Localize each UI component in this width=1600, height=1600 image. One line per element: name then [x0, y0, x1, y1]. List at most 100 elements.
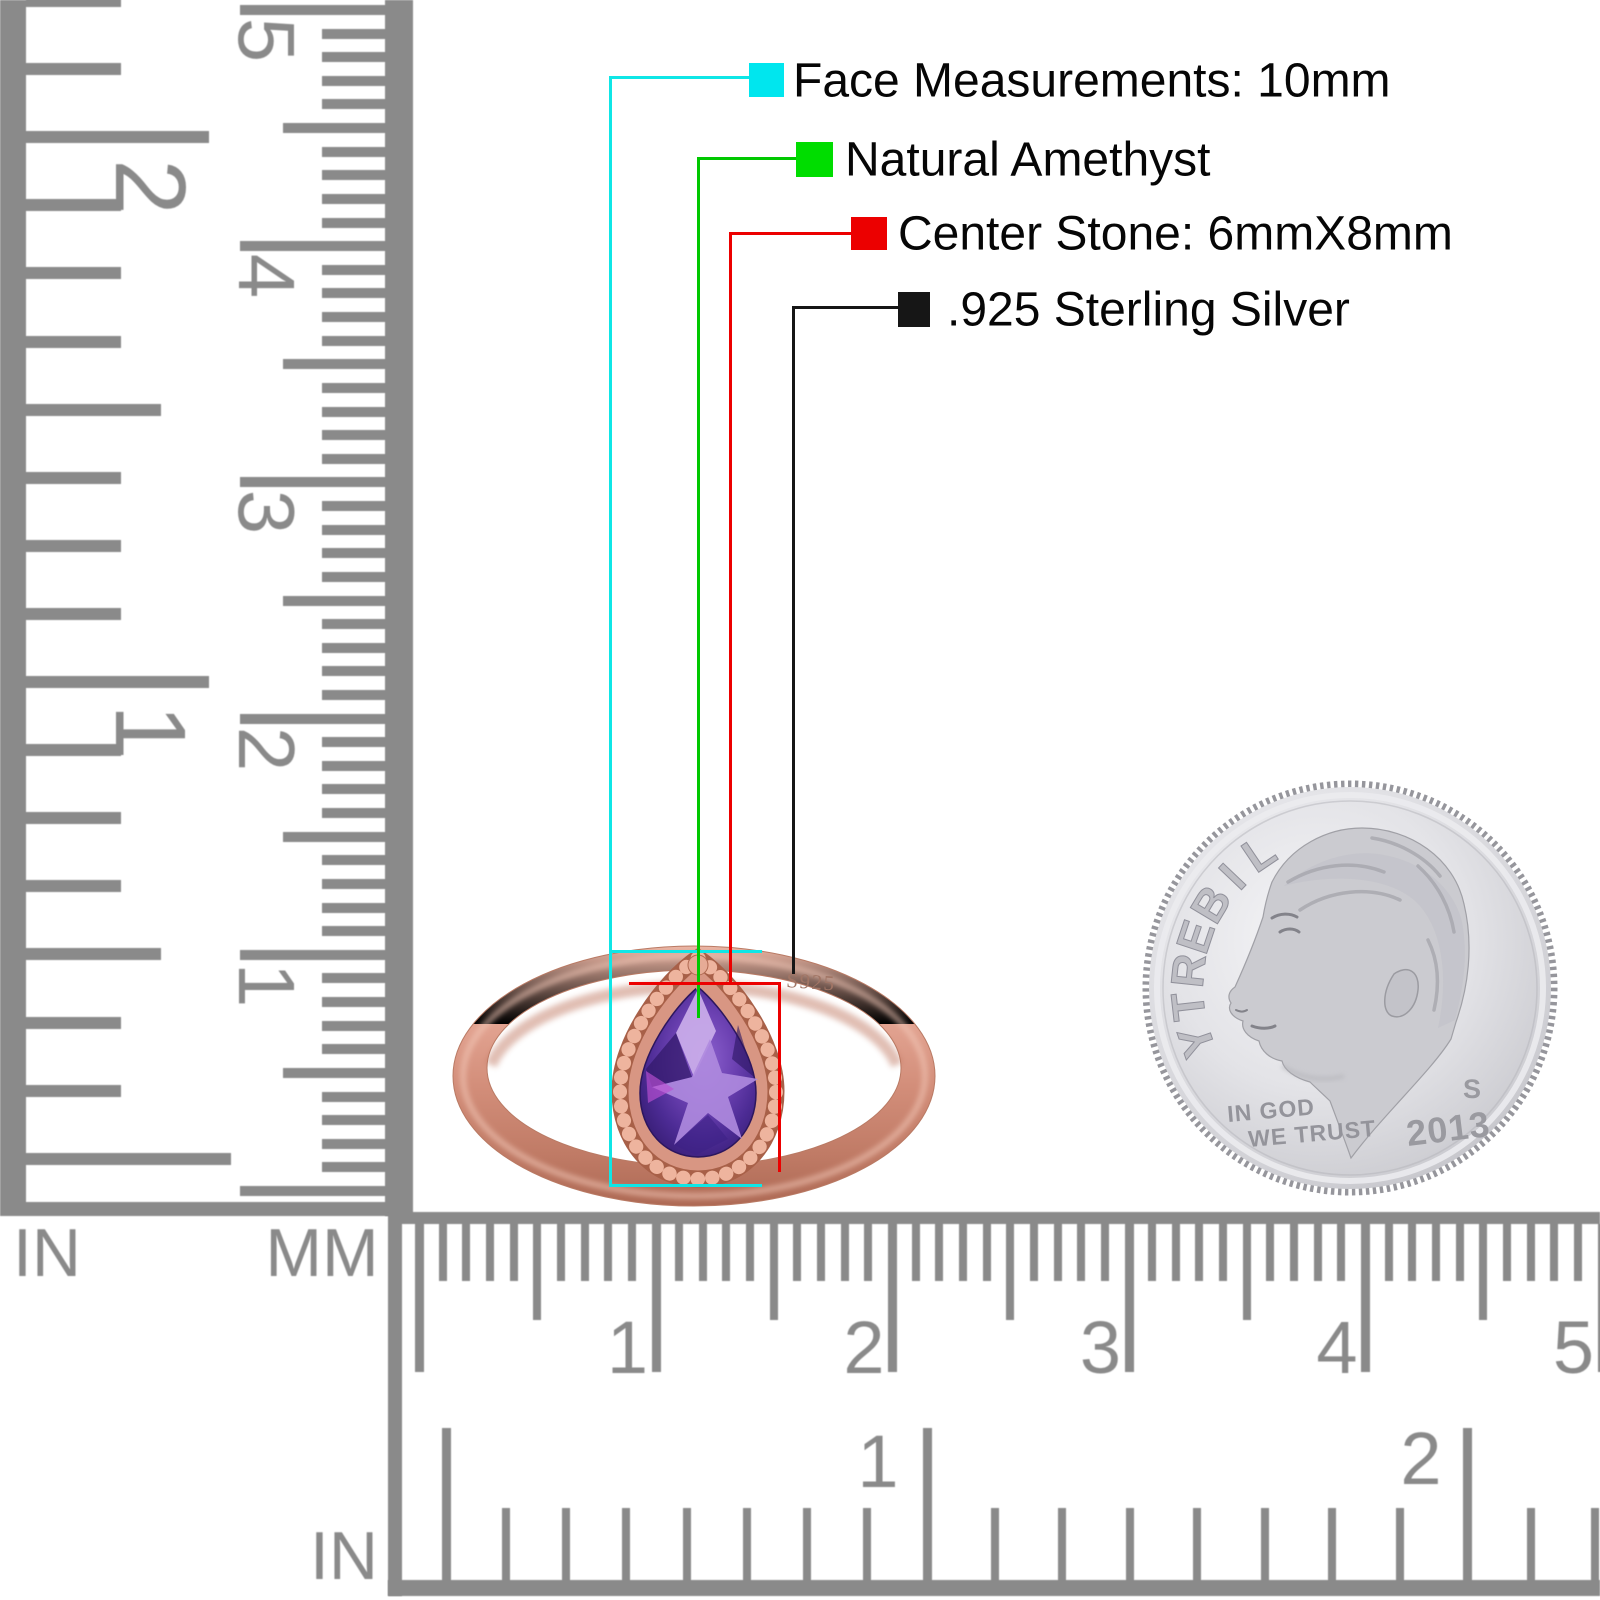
legend-label-face: Face Measurements: 10mm: [793, 54, 1391, 108]
ruler-tick: [26, 1152, 231, 1165]
ruler-tick: [322, 784, 385, 795]
black-line-vertical: [792, 307, 795, 974]
ruler-tick: [322, 264, 385, 275]
ruler-tick: [1527, 1508, 1535, 1580]
ruler-number: 2: [1400, 1417, 1442, 1500]
ruler-tick: [322, 571, 385, 582]
ruler-tick: [26, 744, 121, 757]
ruler-tick: [322, 1044, 385, 1055]
ruler-tick: [322, 666, 385, 677]
ruler-tick: [580, 1224, 589, 1281]
ruler-tick: [1597, 1224, 1600, 1372]
ring-band: [452, 945, 936, 1207]
bezel-beads: [612, 949, 784, 1187]
ruler-tick: [438, 1224, 447, 1281]
ruler-tick: [1479, 1224, 1488, 1320]
ruler-tick: [322, 973, 385, 984]
portrait-silhouette: [1228, 827, 1470, 1160]
ruler-tick: [322, 548, 385, 559]
ruler-tick: [533, 1224, 542, 1320]
portrait-jaw-shade: [1280, 1064, 1345, 1081]
ruler-tick: [682, 1508, 691, 1580]
ruler-tick: [322, 146, 385, 157]
portrait-ear: [1384, 969, 1419, 1018]
ruler-number: 1: [857, 1420, 899, 1503]
ruler-tick: [1591, 1508, 1599, 1580]
ruler-tick: [441, 1428, 451, 1580]
ruler-tick: [26, 812, 121, 825]
ruler-tick: [322, 737, 385, 748]
left-mm-unit-label: MM: [265, 1215, 379, 1291]
ruler-tick: [722, 1224, 731, 1281]
left-inch-unit-label: IN: [13, 1215, 81, 1291]
ruler-tick: [322, 760, 385, 771]
ruler-tick: [322, 1020, 385, 1031]
ruler-tick: [817, 1224, 826, 1281]
ruler-tick: [322, 1138, 385, 1149]
ruler-tick: [283, 831, 385, 842]
ruler-tick: [283, 123, 385, 134]
ruler-tick: [26, 539, 121, 552]
red-line-vertical: [729, 233, 732, 985]
ruler-tick: [26, 199, 121, 212]
red-line-to-swatch: [729, 232, 851, 235]
ruler-tick: [322, 52, 385, 63]
ruler-tick: [240, 713, 385, 724]
coin-reeded-edge: [1142, 780, 1558, 1196]
ruler-tick: [283, 595, 385, 606]
ruler-tick: [26, 1016, 121, 1029]
ruler-tick: [840, 1224, 849, 1281]
ruler-tick: [562, 1508, 571, 1580]
ruler-tick: [1384, 1224, 1393, 1281]
ruler-tick: [982, 1224, 991, 1281]
ruler-tick: [240, 241, 385, 252]
ruler-tick: [802, 1508, 811, 1580]
ruler-tick: [385, 0, 413, 1216]
ruler-tick: [322, 1091, 385, 1102]
ruler-tick: [322, 524, 385, 535]
coin-rim-line: [1162, 800, 1538, 1176]
ruler-tick: [388, 1212, 1600, 1224]
ruler-tick: [1193, 1508, 1201, 1580]
ruler-tick: [556, 1224, 565, 1281]
ruler-tick: [1455, 1224, 1464, 1281]
portrait-hair-strokes: [1286, 836, 1456, 1012]
facet-dark-right: [732, 1025, 754, 1077]
ruler-tick: [322, 382, 385, 393]
ruler-tick: [746, 1224, 755, 1281]
ruler-tick: [26, 335, 121, 348]
ruler-tick: [1077, 1224, 1086, 1281]
portrait-hair-mass: [1284, 853, 1465, 1028]
ruler-tick: [322, 855, 385, 866]
ruler-tick: [322, 193, 385, 204]
ruler-tick: [604, 1224, 613, 1281]
ruler-tick: [1313, 1224, 1322, 1281]
portrait-face-lines: [1235, 912, 1301, 1030]
ruler-tick: [1502, 1224, 1511, 1281]
green-line-vertical: [697, 158, 700, 1018]
ruler-tick: [26, 63, 121, 76]
ruler-tick: [1260, 1508, 1269, 1580]
ruler-tick: [26, 1084, 121, 1097]
liberty-letter: R: [1161, 951, 1216, 989]
ruler-tick: [1058, 1508, 1066, 1580]
ruler-tick: [888, 1224, 897, 1372]
ruler-tick: [769, 1224, 778, 1320]
ruler-tick: [322, 808, 385, 819]
ruler-tick: [622, 1508, 631, 1580]
ruler-tick: [935, 1224, 944, 1281]
ruler-tick: [1053, 1224, 1062, 1281]
ruler-tick: [322, 170, 385, 181]
cyan-line-to-swatch: [609, 76, 749, 79]
ruler-tick: [990, 1508, 999, 1580]
ruler-tick: [26, 471, 121, 484]
ruler-tick: [322, 312, 385, 323]
facet-bottom-shade: [674, 1115, 728, 1155]
ruler-tick: [240, 477, 385, 488]
ruler-tick: [322, 430, 385, 441]
ruler-tick: [911, 1224, 920, 1281]
ruler-tick: [322, 902, 385, 913]
ruler-tick: [742, 1508, 751, 1580]
